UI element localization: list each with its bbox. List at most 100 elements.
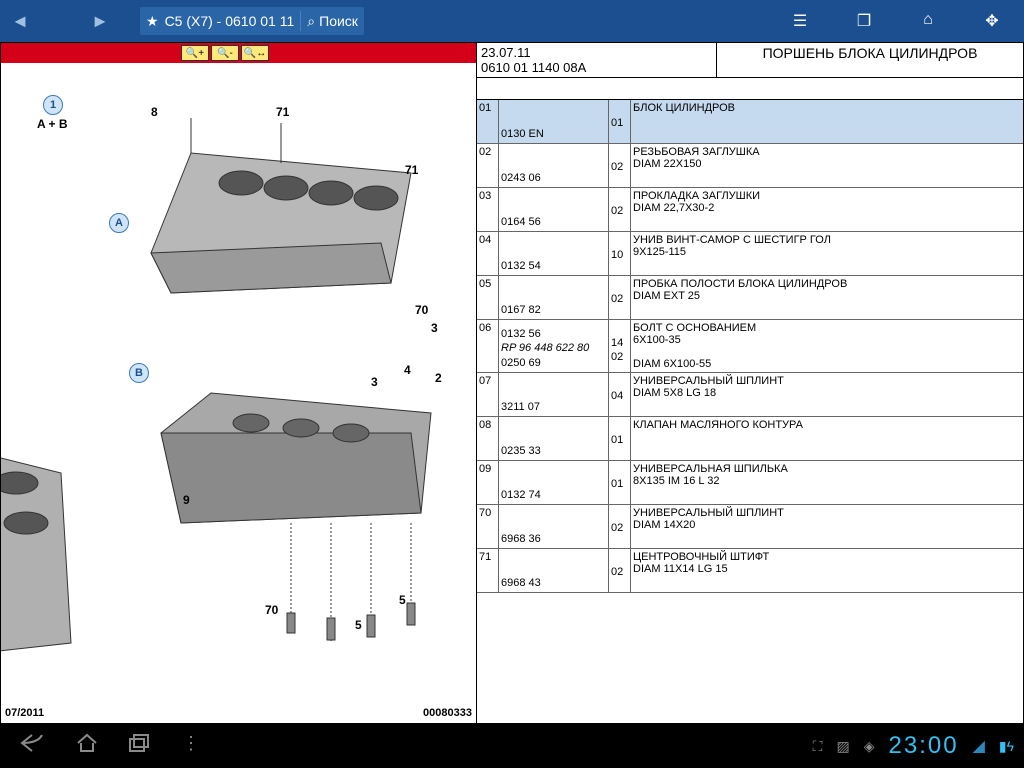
search-label: Поиск — [319, 13, 358, 29]
parts-table[interactable]: 010130 EN01БЛОК ЦИЛИНДРОВ020243 0602РЕЗЬ… — [477, 100, 1023, 723]
callout-71a: 71 — [276, 105, 289, 119]
row-desc: ПРОКЛАДКА ЗАГЛУШКИDIAM 22,7X30-2 — [631, 188, 1023, 231]
row-desc: РЕЗЬБОВАЯ ЗАГЛУШКАDIAM 22X150 — [631, 144, 1023, 187]
bolt-group — [261, 523, 441, 663]
row-index: 03 — [477, 188, 499, 231]
row-qty: 02 — [609, 188, 631, 231]
diagram-label-1: 1 — [43, 95, 63, 115]
table-row[interactable]: 030164 5602ПРОКЛАДКА ЗАГЛУШКИDIAM 22,7X3… — [477, 188, 1023, 232]
table-row[interactable]: 716968 4302ЦЕНТРОВОЧНЫЙ ШТИФТDIAM 11X14 … — [477, 549, 1023, 593]
callout-3b: 3 — [371, 375, 378, 389]
table-row[interactable]: 090132 7401УНИВЕРСАЛЬНАЯ ШПИЛЬКА8X135 IM… — [477, 461, 1023, 505]
app-toolbar: ◄ ► ★ C5 (X7) - 0610 01 11 ⌕ Поиск ☰ ❐ ⌂… — [0, 0, 1024, 42]
header-code: 0610 01 1140 08A — [481, 60, 712, 75]
tray-shield-icon[interactable]: ◈ — [864, 738, 875, 755]
row-qty: 02 — [609, 549, 631, 592]
row-ref: 0132 56RP 96 448 622 800250 69 — [499, 320, 609, 372]
parts-pane: 23.07.11 0610 01 1140 08A ПОРШЕНЬ БЛОКА … — [477, 42, 1024, 724]
search-icon: ⌕ — [307, 13, 315, 30]
nav-recent-icon[interactable] — [128, 733, 152, 759]
row-desc: УНИВЕРСАЛЬНАЯ ШПИЛЬКА8X135 IM 16 L 32 — [631, 461, 1023, 504]
bubble-b: B — [129, 363, 149, 383]
row-index: 07 — [477, 373, 499, 416]
diagram-canvas[interactable]: 1 A + B — [1, 63, 476, 723]
parts-header: 23.07.11 0610 01 1140 08A ПОРШЕНЬ БЛОКА … — [477, 43, 1023, 78]
row-ref: 0132 54 — [499, 232, 609, 275]
table-row[interactable]: 073211 0704УНИВЕРСАЛЬНЫЙ ШПЛИНТDIAM 5X8 … — [477, 373, 1023, 417]
row-ref: 0167 82 — [499, 276, 609, 319]
android-navbar: ⋮ ⛶ ▨ ◈ 23:00 ◢ ▮ϟ — [0, 724, 1024, 768]
callout-2: 2 — [435, 371, 442, 385]
row-qty: 02 — [609, 505, 631, 548]
row-index: 71 — [477, 549, 499, 592]
nav-fwd-arrow[interactable]: ► — [80, 11, 120, 32]
tray-image-icon[interactable]: ▨ — [836, 738, 849, 755]
row-index: 05 — [477, 276, 499, 319]
search-box[interactable]: ⌕ Поиск — [307, 13, 358, 30]
zoom-toolbar: 🔍+ 🔍- 🔍↔ — [1, 43, 476, 63]
row-desc: БЛОК ЦИЛИНДРОВ — [631, 100, 1023, 143]
table-row[interactable]: 010130 EN01БЛОК ЦИЛИНДРОВ — [477, 100, 1023, 144]
status-clock[interactable]: 23:00 — [889, 732, 959, 760]
row-qty: 01 — [609, 100, 631, 143]
header-date: 23.07.11 — [481, 45, 712, 60]
row-desc: ПРОБКА ПОЛОСТИ БЛОКА ЦИЛИНДРОВDIAM EXT 2… — [631, 276, 1023, 319]
row-index: 01 — [477, 100, 499, 143]
row-ref: 0243 06 — [499, 144, 609, 187]
row-ref: 0235 33 — [499, 417, 609, 460]
table-row[interactable]: 050167 8202ПРОБКА ПОЛОСТИ БЛОКА ЦИЛИНДРО… — [477, 276, 1023, 320]
row-ref: 0132 74 — [499, 461, 609, 504]
row-desc: УНИВ ВИНТ-САМОР С ШЕСТИГР ГОЛ9X125-115 — [631, 232, 1023, 275]
zoom-in-button[interactable]: 🔍+ — [181, 45, 209, 61]
row-desc: КЛАПАН МАСЛЯНОГО КОНТУРА — [631, 417, 1023, 460]
table-row[interactable]: 040132 5410УНИВ ВИНТ-САМОР С ШЕСТИГР ГОЛ… — [477, 232, 1023, 276]
star-icon[interactable]: ★ — [146, 13, 159, 30]
zoom-out-button[interactable]: 🔍- — [211, 45, 239, 61]
row-ref: 0164 56 — [499, 188, 609, 231]
move-icon[interactable]: ✥ — [960, 11, 1024, 31]
list-icon[interactable]: ☰ — [768, 11, 832, 31]
row-desc: БОЛТ С ОСНОВАНИЕМ6X100-35DIAM 6X100-55 — [631, 320, 1023, 372]
wifi-icon: ◢ — [973, 736, 985, 756]
diagram-footer-code: 00080333 — [423, 707, 472, 719]
row-desc: УНИВЕРСАЛЬНЫЙ ШПЛИНТDIAM 14X20 — [631, 505, 1023, 548]
table-row[interactable]: 060132 56RP 96 448 622 800250 691402БОЛТ… — [477, 320, 1023, 373]
table-row[interactable]: 020243 0602РЕЗЬБОВАЯ ЗАГЛУШКАDIAM 22X150 — [477, 144, 1023, 188]
engine-block-side — [1, 443, 101, 663]
header-title: ПОРШЕНЬ БЛОКА ЦИЛИНДРОВ — [717, 43, 1023, 77]
nav-home-icon[interactable] — [76, 733, 98, 759]
content-area: 🔍+ 🔍- 🔍↔ 1 A + B — [0, 42, 1024, 724]
bubble-a: A — [109, 213, 129, 233]
row-ref: 3211 07 — [499, 373, 609, 416]
copy-icon[interactable]: ❐ — [832, 11, 896, 31]
table-row[interactable]: 080235 3301КЛАПАН МАСЛЯНОГО КОНТУРА — [477, 417, 1023, 461]
table-row[interactable]: 706968 3602УНИВЕРСАЛЬНЫЙ ШПЛИНТDIAM 14X2… — [477, 505, 1023, 549]
zoom-fit-button[interactable]: 🔍↔ — [241, 45, 269, 61]
row-index: 04 — [477, 232, 499, 275]
row-qty: 1402 — [609, 320, 631, 372]
row-desc: ЦЕНТРОВОЧНЫЙ ШТИФТDIAM 11X14 LG 15 — [631, 549, 1023, 592]
header-spacer — [477, 78, 1023, 100]
diagram-pane: 🔍+ 🔍- 🔍↔ 1 A + B — [0, 42, 477, 724]
row-qty: 01 — [609, 417, 631, 460]
breadcrumb-title: C5 (X7) - 0610 01 11 — [165, 13, 295, 29]
row-qty: 01 — [609, 461, 631, 504]
row-index: 08 — [477, 417, 499, 460]
row-qty: 04 — [609, 373, 631, 416]
row-index: 06 — [477, 320, 499, 372]
callout-70a: 70 — [415, 303, 428, 317]
tray-expand-icon[interactable]: ⛶ — [813, 738, 823, 755]
callout-71b: 71 — [405, 163, 418, 177]
nav-back-icon[interactable] — [20, 733, 46, 759]
diagram-sublabel: A + B — [37, 117, 68, 131]
callout-9: 9 — [183, 493, 190, 507]
row-ref: 0130 EN — [499, 100, 609, 143]
row-index: 70 — [477, 505, 499, 548]
nav-menu-icon[interactable]: ⋮ — [182, 733, 200, 759]
row-index: 09 — [477, 461, 499, 504]
breadcrumb[interactable]: ★ C5 (X7) - 0610 01 11 ⌕ Поиск — [140, 7, 364, 35]
nav-back-arrow[interactable]: ◄ — [0, 11, 40, 32]
callout-8: 8 — [151, 105, 158, 119]
home-icon[interactable]: ⌂ — [896, 11, 960, 31]
engine-block-a — [131, 113, 431, 313]
